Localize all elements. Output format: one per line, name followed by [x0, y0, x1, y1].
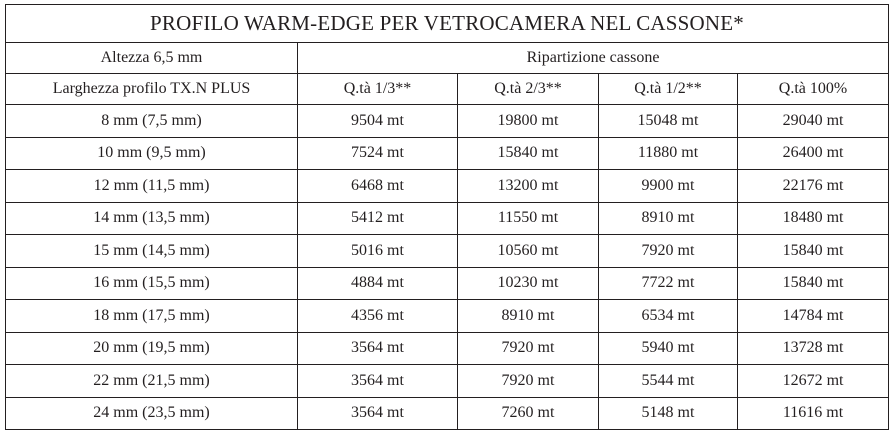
table-row: 15 mm (14,5 mm) 5016 mt 10560 mt 7920 mt 158… — [5, 234, 890, 268]
q13-cell: 5016 mt — [297, 234, 458, 268]
table-row: 10 mm (9,5 mm) 7524 mt 15840 mt 11880 mt 264… — [5, 136, 890, 170]
q23-cell: 19800 mt — [457, 104, 599, 138]
q13-cell: 5412 mt — [297, 201, 458, 235]
q100-cell: 15840 mt — [736, 234, 890, 268]
size-cell: 15 mm (14,5 mm) — [5, 234, 298, 268]
column-header-q13: Q.tà 1/3** — [297, 73, 458, 105]
q13-cell: 7524 mt — [297, 136, 458, 170]
q100-cell: 22176 mt — [736, 169, 890, 203]
size-cell: 12 mm (11,5 mm) — [5, 169, 298, 203]
size-cell: 22 mm (21,5 mm) — [5, 364, 298, 398]
table-row: 12 mm (11,5 mm) 6468 mt 13200 mt 9900 mt 221… — [5, 169, 890, 203]
column-header-q12: Q.tà 1/2** — [598, 73, 738, 105]
table-row: 8 mm (7,5 mm) 9504 mt 19800 mt 15048 mt 2904… — [5, 104, 890, 138]
table-row: 18 mm (17,5 mm) 4356 mt 8910 mt 6534 mt 1478… — [5, 299, 890, 333]
table-row: 14 mm (13,5 mm) 5412 mt 11550 mt 8910 mt 184… — [5, 201, 890, 235]
q12-cell: 5148 mt — [598, 396, 738, 430]
q13-cell: 3564 mt — [297, 396, 458, 430]
q23-cell: 15840 mt — [457, 136, 599, 170]
height-label: Altezza 6,5 mm — [5, 42, 298, 74]
q23-cell: 10560 mt — [457, 234, 599, 268]
q100-cell: 11616 mt — [736, 396, 890, 430]
header-row-1: Altezza 6,5 mm Ripartizione cassone — [5, 42, 890, 74]
table-row: 16 mm (15,5 mm) 4884 mt 10230 mt 7722 mt 158… — [5, 266, 890, 300]
table-row: 20 mm (19,5 mm) 3564 mt 7920 mt 5940 mt 1372… — [5, 331, 890, 365]
q13-cell: 6468 mt — [297, 169, 458, 203]
q23-cell: 10230 mt — [457, 266, 599, 300]
q13-cell: 9504 mt — [297, 104, 458, 138]
column-header-q100: Q.tà 100% — [736, 73, 890, 105]
column-header-q23: Q.tà 2/3** — [457, 73, 599, 105]
q12-cell: 5940 mt — [598, 331, 738, 365]
q100-cell: 14784 mt — [736, 299, 890, 333]
q100-cell: 15840 mt — [736, 266, 890, 300]
q12-cell: 7920 mt — [598, 234, 738, 268]
table-title: PROFILO WARM-EDGE PER VETROCAMERA NEL CA… — [4, 4, 890, 43]
size-cell: 20 mm (19,5 mm) — [5, 331, 298, 365]
size-cell: 16 mm (15,5 mm) — [5, 266, 298, 300]
q100-cell: 18480 mt — [736, 201, 890, 235]
size-cell: 10 mm (9,5 mm) — [5, 136, 298, 170]
q12-cell: 8910 mt — [598, 201, 738, 235]
q23-cell: 7260 mt — [457, 396, 599, 430]
q12-cell: 7722 mt — [598, 266, 738, 300]
q13-cell: 3564 mt — [297, 364, 458, 398]
table-row: 24 mm (23,5 mm) 3564 mt 7260 mt 5148 mt 1161… — [5, 396, 890, 430]
size-cell: 8 mm (7,5 mm) — [5, 104, 298, 138]
q12-cell: 15048 mt — [598, 104, 738, 138]
table-row: 22 mm (21,5 mm) 3564 mt 7920 mt 5544 mt 1267… — [5, 364, 890, 398]
q13-cell: 4884 mt — [297, 266, 458, 300]
group-header: Ripartizione cassone — [296, 42, 890, 74]
size-cell: 18 mm (17,5 mm) — [5, 299, 298, 333]
q23-cell: 13200 mt — [457, 169, 599, 203]
q100-cell: 13728 mt — [736, 331, 890, 365]
header-row-2: Larghezza profilo TX.N PLUS Q.tà 1/3** Q… — [5, 73, 890, 105]
q23-cell: 7920 mt — [457, 331, 599, 365]
q23-cell: 7920 mt — [457, 364, 599, 398]
size-cell: 14 mm (13,5 mm) — [5, 201, 298, 235]
width-label: Larghezza profilo TX.N PLUS — [5, 73, 298, 105]
q23-cell: 11550 mt — [457, 201, 599, 235]
q13-cell: 3564 mt — [297, 331, 458, 365]
size-cell: 24 mm (23,5 mm) — [5, 396, 298, 430]
q12-cell: 11880 mt — [598, 136, 738, 170]
q100-cell: 29040 mt — [736, 104, 890, 138]
q23-cell: 8910 mt — [457, 299, 599, 333]
q13-cell: 4356 mt — [297, 299, 458, 333]
q12-cell: 6534 mt — [598, 299, 738, 333]
q100-cell: 26400 mt — [736, 136, 890, 170]
q100-cell: 12672 mt — [736, 364, 890, 398]
profile-quantity-table: PROFILO WARM-EDGE PER VETROCAMERA NEL CA… — [4, 4, 890, 430]
q12-cell: 5544 mt — [598, 364, 738, 398]
title-row: PROFILO WARM-EDGE PER VETROCAMERA NEL CA… — [4, 4, 890, 43]
q12-cell: 9900 mt — [598, 169, 738, 203]
